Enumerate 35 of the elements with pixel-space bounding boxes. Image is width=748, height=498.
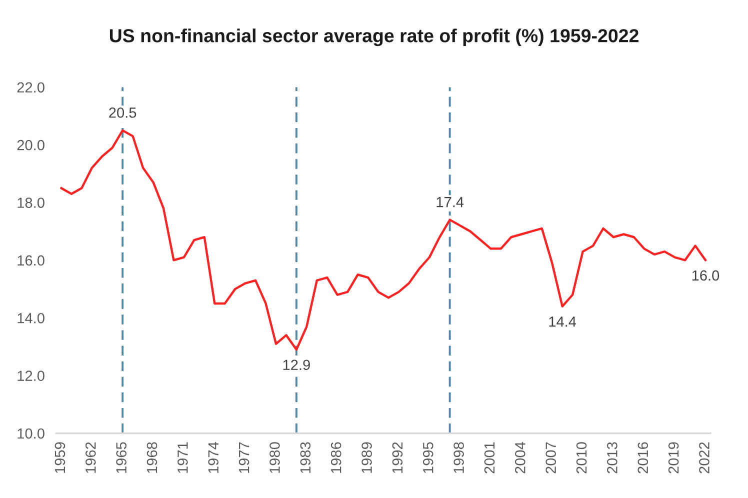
x-tick-label: 1989 [362, 442, 372, 473]
data-label: 16.0 [692, 270, 720, 281]
x-tick-label: 2001 [484, 442, 495, 474]
data-label: 17.4 [436, 197, 464, 208]
data-label: 14.4 [549, 316, 576, 327]
x-tick-label: 1965 [116, 442, 126, 473]
x-tick-label: 1962 [85, 442, 96, 473]
data-label: 20.5 [109, 107, 136, 118]
y-tick-label: 18.0 [18, 198, 44, 208]
x-tick-label: 1998 [454, 442, 464, 473]
y-tick-label: 14.0 [18, 312, 44, 324]
x-tick-label: 1983 [300, 442, 311, 473]
x-tick-label: 2007 [546, 442, 556, 474]
x-tick-label: 1968 [146, 442, 158, 473]
x-tick-label: 1980 [270, 442, 280, 473]
x-tick-label: 1977 [238, 442, 250, 473]
x-tick-label: 1971 [178, 442, 188, 473]
y-tick-label: 22.0 [17, 82, 44, 93]
x-tick-label: 2016 [638, 442, 648, 474]
y-tick-label: 20.0 [17, 140, 44, 150]
x-tick-label: 2013 [607, 442, 618, 474]
y-tick-label: 12.0 [18, 370, 44, 382]
x-tick-label: 2022 [699, 442, 710, 474]
x-tick-label: 1959 [54, 442, 66, 473]
x-tick-label: 1986 [330, 442, 342, 473]
x-tick-label: 2010 [576, 442, 587, 474]
data-label: 12.9 [283, 360, 310, 370]
y-tick-label: 16.0 [18, 255, 44, 266]
chart-title: US non-financial sector average rate of profit (%) 1959-2022 [110, 28, 638, 46]
y-tick-label: 10.0 [18, 428, 44, 439]
x-tick-label: 1995 [422, 442, 434, 473]
x-tick-label: 1974 [208, 442, 219, 473]
x-tick-label: 2004 [514, 442, 526, 474]
x-tick-label: 1992 [392, 442, 403, 473]
x-tick-label: 2019 [668, 442, 679, 474]
